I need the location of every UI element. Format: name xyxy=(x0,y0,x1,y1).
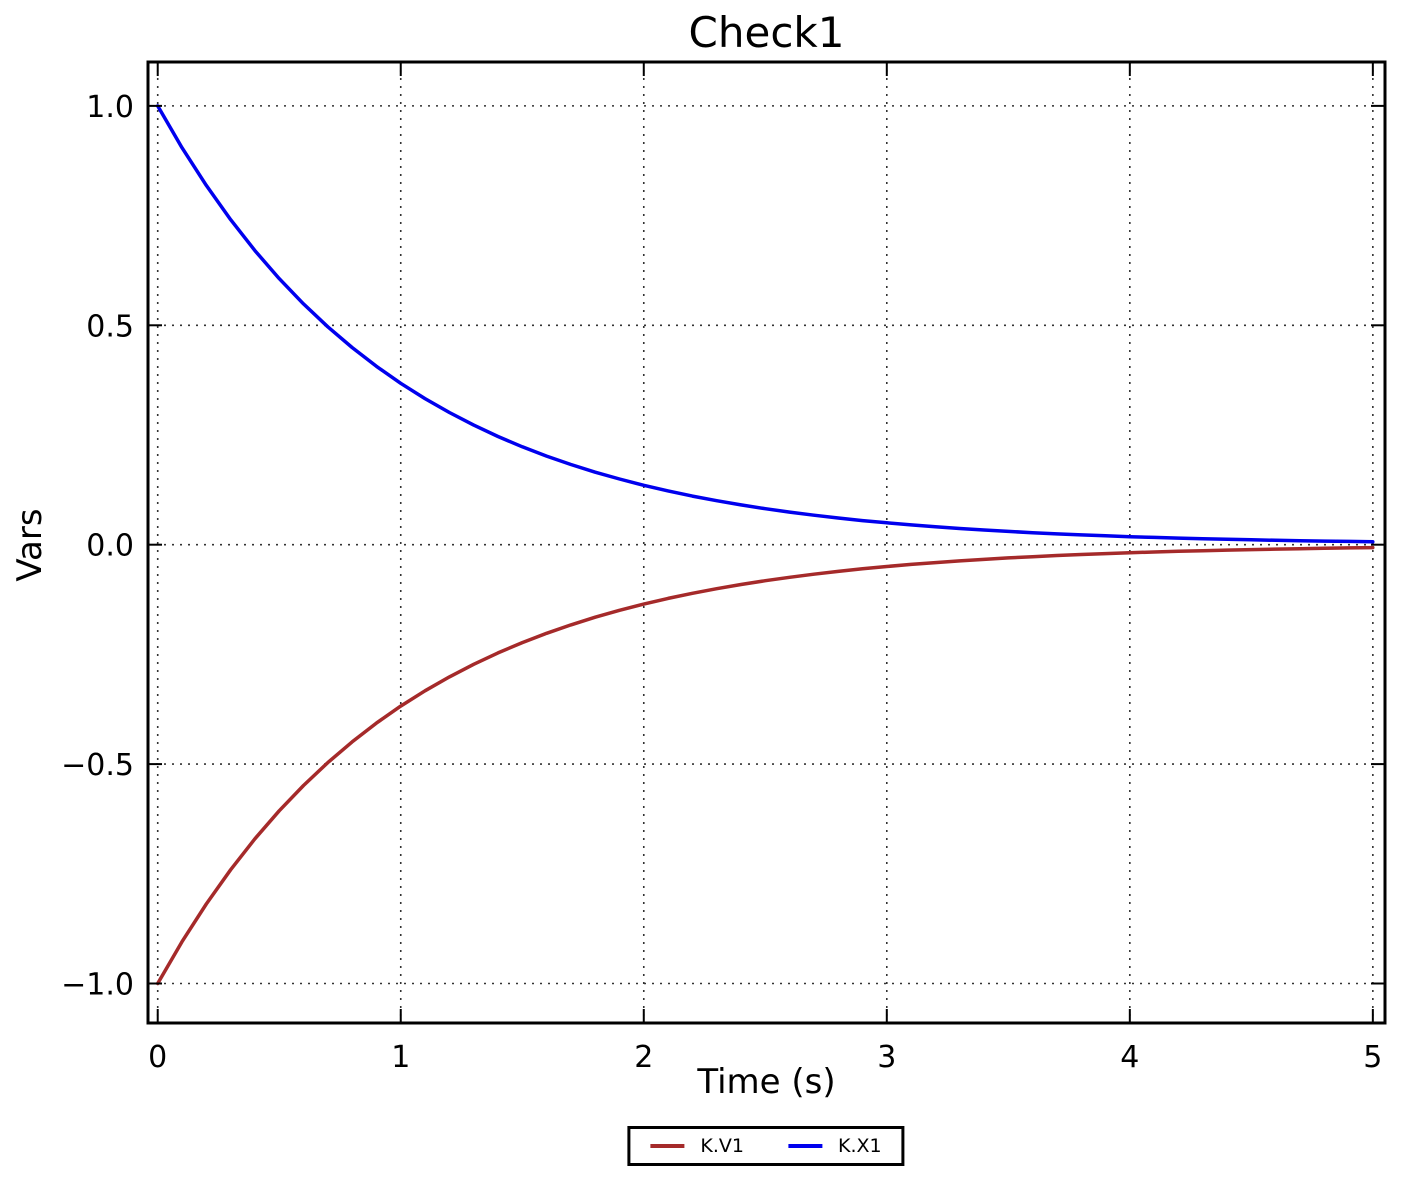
x-axis-label: Time (s) xyxy=(697,1062,836,1102)
chart-title: Check1 xyxy=(688,8,845,57)
y-tick-label: 0.0 xyxy=(86,529,134,564)
x-tick-label: 4 xyxy=(1120,1040,1139,1075)
axes-spines xyxy=(146,60,1387,1025)
series-line-K.X1 xyxy=(155,104,1375,544)
legend-label: K.V1 xyxy=(700,1135,744,1157)
x-tick-label: 5 xyxy=(1363,1040,1382,1075)
y-tick-label: 1.0 xyxy=(86,90,134,125)
legend-item-kv1: K.V1 xyxy=(650,1135,744,1157)
legend: K.V1 K.X1 xyxy=(627,1126,905,1166)
legend-line-swatch xyxy=(650,1144,685,1148)
x-tick-label: 0 xyxy=(148,1040,167,1075)
legend-label: K.X1 xyxy=(837,1135,882,1157)
y-tick-label: −1.0 xyxy=(61,968,134,1003)
y-tick-label: 0.5 xyxy=(86,309,134,344)
legend-line-swatch xyxy=(787,1144,822,1148)
x-tick-label: 3 xyxy=(877,1040,896,1075)
series-line-K.V1 xyxy=(155,545,1375,986)
y-tick-label: −0.5 xyxy=(61,748,134,783)
legend-item-kx1: K.X1 xyxy=(787,1135,882,1157)
x-tick-label: 1 xyxy=(391,1040,410,1075)
x-tick-label: 2 xyxy=(634,1040,653,1075)
